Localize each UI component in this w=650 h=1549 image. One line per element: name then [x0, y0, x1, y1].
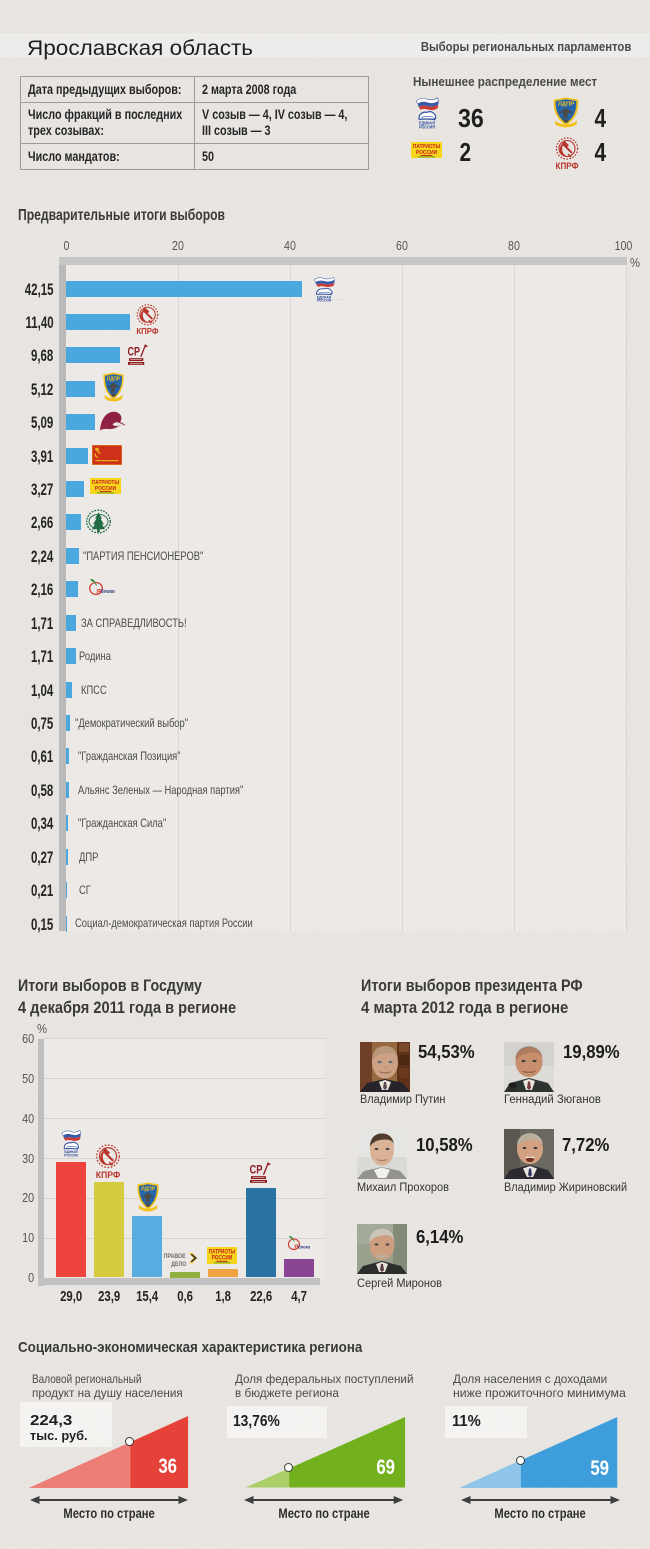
svg-text:блоко: блоко	[101, 588, 115, 595]
svg-text:КПРФ: КПРФ	[96, 1170, 121, 1179]
svg-text:ЛДПР: ЛДПР	[557, 101, 573, 108]
svg-text:ПАТРИОТЫ: ПАТРИОТЫ	[413, 144, 440, 150]
svg-text:ЛДПР: ЛДПР	[107, 376, 121, 382]
svg-text:ПАТРИОТЫ: ПАТРИОТЫ	[92, 480, 119, 486]
svg-text:ЕДИНАЯ: ЕДИНАЯ	[64, 1150, 78, 1154]
svg-text:КПРФ: КПРФ	[555, 161, 578, 170]
svg-text:СР: СР	[128, 344, 140, 358]
svg-text:блоко: блоко	[298, 1244, 310, 1250]
svg-text:Я: Я	[96, 589, 101, 596]
svg-text:СР: СР	[250, 1163, 263, 1177]
svg-text:РОССИИ: РОССИИ	[212, 1255, 233, 1261]
svg-text:РОССИИ: РОССИИ	[416, 150, 437, 156]
svg-text:РОССИИ: РОССИИ	[95, 486, 116, 492]
svg-text:РОССИЯ: РОССИЯ	[419, 124, 435, 129]
svg-text:ПАТРИОТЫ: ПАТРИОТЫ	[209, 1249, 235, 1255]
svg-text:ЕДИНАЯ: ЕДИНАЯ	[419, 120, 435, 125]
svg-text:РОССИЯ: РОССИЯ	[317, 299, 332, 302]
svg-text:ЛДПР: ЛДПР	[141, 1186, 155, 1192]
svg-text:Я: Я	[294, 1245, 298, 1251]
svg-text:КПРФ: КПРФ	[136, 326, 159, 335]
svg-text:ЕДИНАЯ: ЕДИНАЯ	[317, 296, 332, 300]
svg-text:РОССИЯ: РОССИЯ	[64, 1154, 78, 1157]
